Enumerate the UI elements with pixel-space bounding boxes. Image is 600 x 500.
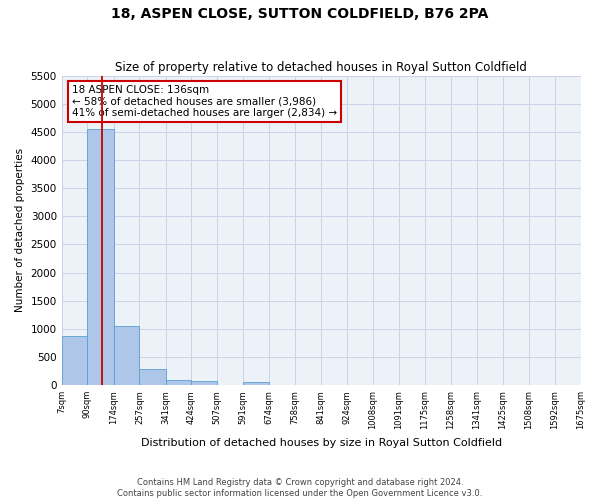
- Text: Contains HM Land Registry data © Crown copyright and database right 2024.
Contai: Contains HM Land Registry data © Crown c…: [118, 478, 482, 498]
- X-axis label: Distribution of detached houses by size in Royal Sutton Coldfield: Distribution of detached houses by size …: [140, 438, 502, 448]
- Bar: [62, 336, 88, 385]
- Bar: [166, 380, 191, 385]
- Bar: [88, 128, 113, 385]
- Bar: [244, 382, 269, 385]
- Text: 18, ASPEN CLOSE, SUTTON COLDFIELD, B76 2PA: 18, ASPEN CLOSE, SUTTON COLDFIELD, B76 2…: [112, 8, 488, 22]
- Bar: [113, 326, 139, 385]
- Y-axis label: Number of detached properties: Number of detached properties: [15, 148, 25, 312]
- Title: Size of property relative to detached houses in Royal Sutton Coldfield: Size of property relative to detached ho…: [115, 62, 527, 74]
- Bar: [191, 381, 217, 385]
- Bar: [139, 369, 166, 385]
- Text: 18 ASPEN CLOSE: 136sqm
← 58% of detached houses are smaller (3,986)
41% of semi-: 18 ASPEN CLOSE: 136sqm ← 58% of detached…: [72, 85, 337, 118]
